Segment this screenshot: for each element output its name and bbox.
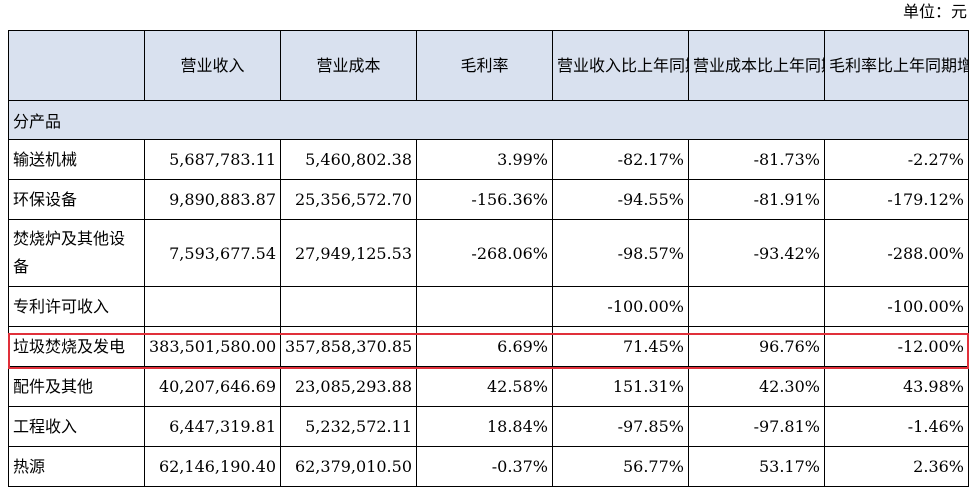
header-cost: 营业成本 xyxy=(280,30,417,101)
cell-cost: 5,232,572.11 xyxy=(280,406,417,447)
cell-revenue-change: -100.00% xyxy=(552,286,689,327)
header-margin-change: 毛利率比上年同期增减 xyxy=(824,30,969,101)
cell-margin: 6.69% xyxy=(416,326,553,367)
cell-margin-change: -12.00% xyxy=(824,326,969,367)
row-name: 焚烧炉及其他设备 xyxy=(8,219,145,287)
header-cost-change: 营业成本比上年同期增减 xyxy=(688,30,825,101)
cell-revenue-change: -98.57% xyxy=(552,219,689,287)
section-row: 分产品 xyxy=(8,100,969,140)
cell-margin: -268.06% xyxy=(416,219,553,287)
cell-margin: 42.58% xyxy=(416,366,553,407)
cell-margin-change: -1.46% xyxy=(824,406,969,447)
cell-revenue-change: -94.55% xyxy=(552,179,689,220)
table-row: 输送机械 5,687,783.11 5,460,802.38 3.99% -82… xyxy=(8,139,969,180)
cell-revenue: 383,501,580.00 xyxy=(144,326,281,367)
table-row: 配件及其他 40,207,646.69 23,085,293.88 42.58%… xyxy=(8,366,969,407)
cell-cost-change: -81.91% xyxy=(688,179,825,220)
cell-margin: 3.99% xyxy=(416,139,553,180)
table-row: 热源 62,146,190.40 62,379,010.50 -0.37% 56… xyxy=(8,446,969,487)
header-revenue-change: 营业收入比上年同期增减 xyxy=(552,30,689,101)
table-row: 专利许可收入 -100.00% -100.00% xyxy=(8,286,969,327)
cell-cost: 25,356,572.70 xyxy=(280,179,417,220)
cell-cost-change: 53.17% xyxy=(688,446,825,487)
cell-revenue: 6,447,319.81 xyxy=(144,406,281,447)
cell-cost: 5,460,802.38 xyxy=(280,139,417,180)
cell-revenue: 40,207,646.69 xyxy=(144,366,281,407)
cell-cost-change: -93.42% xyxy=(688,219,825,287)
header-blank xyxy=(8,30,145,101)
cell-cost-change xyxy=(688,286,825,327)
cell-cost: 62,379,010.50 xyxy=(280,446,417,487)
cell-cost: 23,085,293.88 xyxy=(280,366,417,407)
cell-margin xyxy=(416,286,553,327)
row-name: 输送机械 xyxy=(8,139,145,180)
row-name: 专利许可收入 xyxy=(8,286,145,327)
cell-revenue: 7,593,677.54 xyxy=(144,219,281,287)
cell-margin-change: 2.36% xyxy=(824,446,969,487)
row-name: 垃圾焚烧及发电 xyxy=(8,326,145,367)
row-name: 配件及其他 xyxy=(8,366,145,407)
header-row: 营业收入 营业成本 毛利率 营业收入比上年同期增减 营业成本比上年同期增减 毛利… xyxy=(8,30,969,101)
financial-table: 营业收入 营业成本 毛利率 营业收入比上年同期增减 营业成本比上年同期增减 毛利… xyxy=(8,30,969,487)
cell-margin-change: -179.12% xyxy=(824,179,969,220)
table-row: 环保设备 9,890,883.87 25,356,572.70 -156.36%… xyxy=(8,179,969,220)
cell-cost-change: 42.30% xyxy=(688,366,825,407)
cell-revenue: 5,687,783.11 xyxy=(144,139,281,180)
cell-margin-change: -2.27% xyxy=(824,139,969,180)
cell-cost-change: -97.81% xyxy=(688,406,825,447)
row-name: 热源 xyxy=(8,446,145,487)
cell-margin-change: 43.98% xyxy=(824,366,969,407)
cell-cost: 27,949,125.53 xyxy=(280,219,417,287)
header-margin: 毛利率 xyxy=(416,30,553,101)
cell-revenue: 9,890,883.87 xyxy=(144,179,281,220)
cell-revenue: 62,146,190.40 xyxy=(144,446,281,487)
cell-revenue-change: 151.31% xyxy=(552,366,689,407)
row-name: 工程收入 xyxy=(8,406,145,447)
cell-revenue-change: 71.45% xyxy=(552,326,689,367)
cell-revenue-change: 56.77% xyxy=(552,446,689,487)
cell-cost-change: 96.76% xyxy=(688,326,825,367)
unit-label: 单位：元 xyxy=(902,2,967,21)
cell-margin: 18.84% xyxy=(416,406,553,447)
row-name: 环保设备 xyxy=(8,179,145,220)
cell-cost-change: -81.73% xyxy=(688,139,825,180)
table-row-highlighted: 垃圾焚烧及发电 383,501,580.00 357,858,370.85 6.… xyxy=(8,326,969,367)
cell-revenue-change: -82.17% xyxy=(552,139,689,180)
cell-margin: -156.36% xyxy=(416,179,553,220)
cell-cost: 357,858,370.85 xyxy=(280,326,417,367)
header-revenue: 营业收入 xyxy=(144,30,281,101)
table-row: 焚烧炉及其他设备 7,593,677.54 27,949,125.53 -268… xyxy=(8,219,969,287)
cell-margin-change: -100.00% xyxy=(824,286,969,327)
cell-cost xyxy=(280,286,417,327)
cell-margin: -0.37% xyxy=(416,446,553,487)
cell-margin-change: -288.00% xyxy=(824,219,969,287)
cell-revenue xyxy=(144,286,281,327)
section-label: 分产品 xyxy=(8,100,969,140)
table-row: 工程收入 6,447,319.81 5,232,572.11 18.84% -9… xyxy=(8,406,969,447)
cell-revenue-change: -97.85% xyxy=(552,406,689,447)
